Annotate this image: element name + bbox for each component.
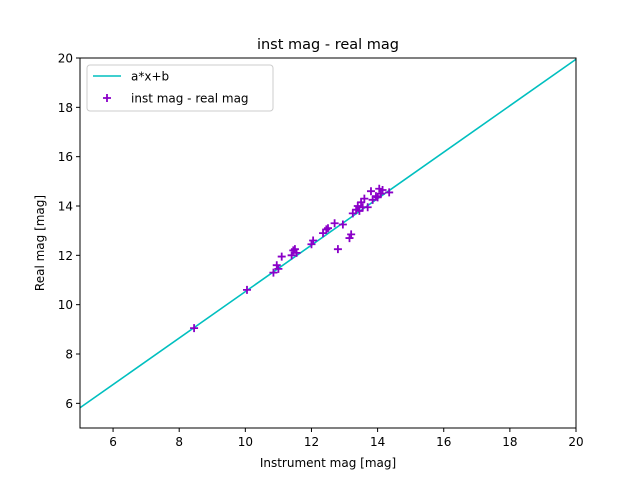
data-point bbox=[292, 248, 301, 257]
legend-label: inst mag - real mag bbox=[131, 92, 249, 106]
x-axis: 6 8 10 12 14 16 18 20 bbox=[109, 428, 584, 449]
y-tick-label: 20 bbox=[58, 52, 73, 66]
x-axis-label: Instrument mag [mag] bbox=[260, 456, 396, 470]
fit-line bbox=[79, 58, 577, 409]
x-tick-label: 14 bbox=[370, 435, 385, 449]
y-axis-label: Real mag [mag] bbox=[33, 195, 47, 291]
x-tick-label: 20 bbox=[568, 435, 583, 449]
x-tick-label: 8 bbox=[175, 435, 183, 449]
data-point bbox=[366, 187, 375, 196]
data-point bbox=[347, 230, 356, 239]
data-point bbox=[345, 234, 354, 243]
legend-box bbox=[86, 64, 274, 112]
data-point bbox=[269, 268, 278, 277]
x-tick-label: 12 bbox=[304, 435, 319, 449]
y-tick-label: 12 bbox=[58, 249, 73, 263]
data-point bbox=[385, 188, 394, 197]
data-point bbox=[330, 219, 339, 228]
y-tick-label: 10 bbox=[58, 298, 73, 312]
data-point bbox=[287, 251, 296, 260]
y-tick-label: 14 bbox=[58, 200, 73, 214]
data-point bbox=[307, 240, 316, 249]
x-tick-label: 16 bbox=[436, 435, 451, 449]
data-point bbox=[333, 245, 342, 254]
data-point bbox=[378, 185, 387, 194]
data-point bbox=[272, 261, 281, 270]
data-point bbox=[371, 192, 380, 201]
y-tick-label: 8 bbox=[65, 348, 73, 362]
legend-marker-swatch bbox=[103, 94, 111, 102]
legend-label: a*x+b bbox=[131, 70, 169, 84]
x-tick-label: 18 bbox=[502, 435, 517, 449]
data-point bbox=[376, 189, 385, 198]
data-point bbox=[290, 245, 299, 254]
chart-title: inst mag - real mag bbox=[257, 37, 399, 53]
y-tick-label: 6 bbox=[65, 397, 73, 411]
data-point bbox=[274, 264, 283, 273]
x-tick-label: 10 bbox=[238, 435, 253, 449]
data-point bbox=[309, 236, 318, 245]
data-point bbox=[277, 252, 286, 261]
axes-frame bbox=[79, 57, 577, 429]
data-point bbox=[338, 220, 347, 229]
data-point bbox=[242, 285, 251, 294]
data-point bbox=[363, 203, 372, 212]
data-point bbox=[360, 194, 369, 203]
x-tick-label: 6 bbox=[109, 435, 117, 449]
data-point bbox=[324, 224, 332, 233]
data-point bbox=[322, 225, 331, 234]
plot-area bbox=[79, 58, 577, 409]
y-axis: 6 8 10 12 14 16 18 20 bbox=[58, 52, 80, 411]
data-point bbox=[190, 324, 199, 333]
legend: a*x+b inst mag - real mag bbox=[86, 64, 274, 112]
y-tick-label: 18 bbox=[58, 101, 73, 115]
y-tick-label: 16 bbox=[58, 150, 73, 164]
